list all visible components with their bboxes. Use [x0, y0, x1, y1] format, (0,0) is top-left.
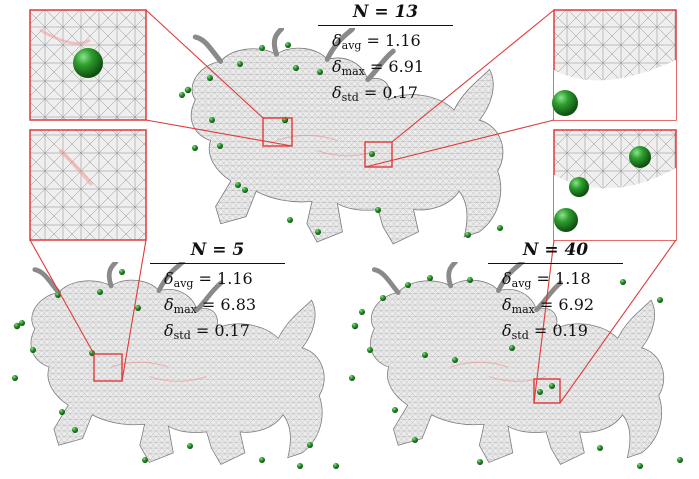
highlight-box-left: [93, 353, 123, 382]
sample-point-zoom: [73, 48, 103, 78]
title-rule: [318, 25, 453, 26]
highlight-box-top-head: [262, 117, 293, 147]
title-rule: [150, 263, 285, 264]
delta-std-value: 0.19: [552, 321, 588, 340]
sample-point-zoom: [552, 90, 578, 116]
inset-mid-right: [553, 129, 677, 241]
stats-right: N = 40 δavg = 1.18 δmax = 6.92 δstd = 0.…: [488, 240, 623, 346]
delta-avg-value: 1.16: [217, 269, 253, 288]
inset-mid-left: [29, 129, 147, 241]
delta-avg-row: δavg = 1.16: [164, 269, 253, 290]
sample-points-right: [349, 275, 683, 469]
panel-title: N = 40: [522, 240, 589, 260]
inset-top-left: [29, 9, 147, 121]
delta-max-row: δmax = 6.92: [502, 295, 595, 316]
delta-max-value: 6.83: [220, 295, 257, 314]
highlight-boxes: [93, 117, 561, 404]
delta-std-row: δstd = 0.19: [502, 321, 588, 342]
delta-avg-row: δavg = 1.16: [332, 31, 421, 52]
inset-top-right: [552, 9, 677, 121]
connector-lines: [29, 9, 677, 404]
delta-std-row: δstd = 0.17: [332, 83, 418, 104]
highlight-box-right: [533, 378, 561, 404]
sample-point-zoom: [569, 177, 589, 197]
delta-avg-value: 1.16: [385, 31, 421, 50]
sample-point-zoom: [554, 208, 578, 232]
stats-top: N = 13 δavg = 1.16 δmax = 6.91 δstd = 0.…: [318, 2, 453, 108]
delta-max-row: δmax = 6.91: [332, 57, 425, 78]
title-rule: [488, 263, 623, 264]
highlight-box-top-body: [364, 141, 393, 168]
delta-max-value: 6.92: [558, 295, 595, 314]
delta-std-value: 0.17: [382, 83, 418, 102]
panel-title: N = 5: [190, 240, 245, 260]
delta-avg-row: δavg = 1.18: [502, 269, 591, 290]
delta-std-value: 0.17: [214, 321, 250, 340]
delta-max-row: δmax = 6.83: [164, 295, 257, 316]
sample-point-zoom: [629, 146, 651, 168]
stats-left: N = 5 δavg = 1.16 δmax = 6.83 δstd = 0.1…: [150, 240, 285, 346]
panel-title: N = 13: [352, 2, 419, 22]
delta-max-value: 6.91: [388, 57, 425, 76]
delta-avg-value: 1.18: [555, 269, 591, 288]
delta-std-row: δstd = 0.17: [164, 321, 250, 342]
